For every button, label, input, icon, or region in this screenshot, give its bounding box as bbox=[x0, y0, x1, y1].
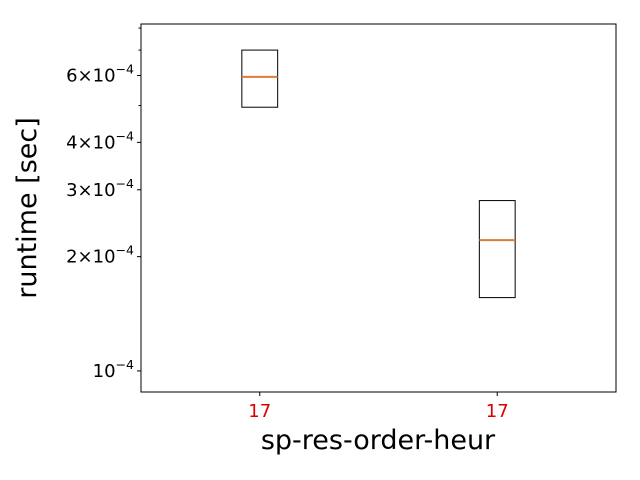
y-tick-label: 2×10−4 bbox=[66, 243, 134, 268]
box bbox=[478, 200, 516, 299]
y-tick-label-base: 6×10 bbox=[66, 66, 115, 87]
x-tick-label: 17 bbox=[248, 401, 271, 422]
box bbox=[241, 49, 279, 108]
boxes bbox=[241, 49, 516, 299]
y-tick-label-exponent: −4 bbox=[116, 128, 134, 143]
y-tick-label-base: 2×10 bbox=[66, 247, 115, 268]
x-axis-label: sp-res-order-heur bbox=[261, 425, 496, 456]
y-tick-label: 4×10−4 bbox=[66, 128, 134, 153]
y-tick-label-base: 3×10 bbox=[66, 180, 115, 201]
y-tick-label-exponent: −4 bbox=[116, 243, 134, 258]
y-tick-label-exponent: −4 bbox=[116, 176, 134, 191]
y-axis-label: runtime [sec] bbox=[12, 117, 43, 299]
plot-frame bbox=[140, 23, 617, 393]
y-tick-label-base: 10 bbox=[93, 361, 116, 382]
y-major-ticks: 10−42×10−43×10−44×10−46×10−4 bbox=[66, 62, 141, 382]
y-tick-label: 10−4 bbox=[93, 357, 134, 382]
y-tick-label: 6×10−4 bbox=[66, 62, 134, 87]
x-ticks: 17 17 bbox=[248, 392, 509, 422]
y-tick-label-exponent: −4 bbox=[116, 357, 134, 372]
x-tick-label: 17 bbox=[486, 401, 509, 422]
y-tick-label-exponent: −4 bbox=[116, 62, 134, 77]
y-tick-label: 3×10−4 bbox=[66, 176, 134, 201]
y-tick-label-base: 4×10 bbox=[66, 132, 115, 153]
